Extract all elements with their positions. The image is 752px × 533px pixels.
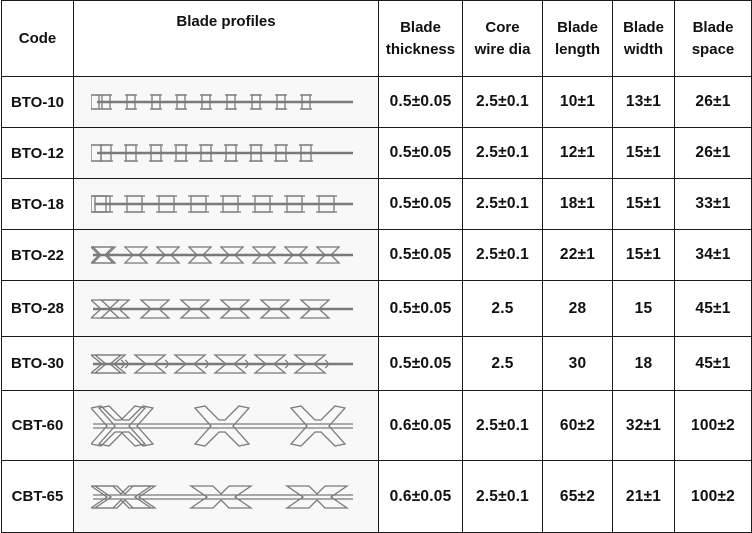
header-blade-space: Blade space bbox=[674, 0, 752, 77]
row-space: 100±2 bbox=[674, 390, 752, 461]
row-width: 15±1 bbox=[612, 127, 675, 179]
row-thickness: 0.5±0.05 bbox=[378, 178, 463, 230]
row-width: 21±1 bbox=[612, 460, 675, 533]
header-width-line1: Blade bbox=[623, 18, 664, 36]
row-width: 15 bbox=[612, 280, 675, 337]
bto10-profile-icon bbox=[73, 76, 379, 128]
row-core-wire-dia: 2.5±0.1 bbox=[462, 127, 543, 179]
header-space-line2: space bbox=[691, 40, 735, 58]
row-code: CBT-60 bbox=[1, 390, 74, 461]
row-thickness: 0.6±0.05 bbox=[378, 390, 463, 461]
table-row: CBT-65 0.6±0.05 2.5±0.1 65±2 21±1 10 bbox=[1, 460, 752, 533]
row-thickness: 0.6±0.05 bbox=[378, 460, 463, 533]
header-width-line2: width bbox=[623, 40, 664, 58]
row-length: 12±1 bbox=[542, 127, 613, 179]
cbt60-profile-icon bbox=[73, 390, 379, 461]
table-row: BTO-10 0.5±0.05 2.5±0.1 10±1 13±1 26±1 bbox=[1, 76, 752, 128]
header-code: Code bbox=[1, 0, 74, 77]
header-core-line1: Core bbox=[485, 18, 520, 36]
row-thickness: 0.5±0.05 bbox=[378, 336, 463, 391]
row-code: BTO-30 bbox=[1, 336, 74, 391]
header-blade-thickness-line2: thickness bbox=[385, 40, 456, 58]
row-width: 13±1 bbox=[612, 76, 675, 128]
bto22-profile-icon bbox=[73, 229, 379, 281]
row-width: 18 bbox=[612, 336, 675, 391]
row-space: 26±1 bbox=[674, 127, 752, 179]
row-width: 32±1 bbox=[612, 390, 675, 461]
header-blade-profiles: Blade profiles bbox=[73, 0, 379, 77]
row-length: 60±2 bbox=[542, 390, 613, 461]
row-length: 22±1 bbox=[542, 229, 613, 281]
row-core-wire-dia: 2.5±0.1 bbox=[462, 229, 543, 281]
row-thickness: 0.5±0.05 bbox=[378, 76, 463, 128]
row-code: BTO-28 bbox=[1, 280, 74, 337]
row-core-wire-dia: 2.5±0.1 bbox=[462, 460, 543, 533]
row-length: 30 bbox=[542, 336, 613, 391]
row-space: 45±1 bbox=[674, 280, 752, 337]
header-blade-thickness: Blade thickness bbox=[378, 0, 463, 77]
row-code: BTO-12 bbox=[1, 127, 74, 179]
row-code: BTO-22 bbox=[1, 229, 74, 281]
row-thickness: 0.5±0.05 bbox=[378, 127, 463, 179]
header-length-line1: Blade bbox=[557, 18, 598, 36]
header-space-line1: Blade bbox=[692, 18, 734, 36]
row-core-wire-dia: 2.5 bbox=[462, 336, 543, 391]
row-core-wire-dia: 2.5±0.1 bbox=[462, 390, 543, 461]
table-row: BTO-18 0.5±0.05 2.5±0.1 18±1 15±1 33±1 bbox=[1, 178, 752, 230]
bto18-profile-icon bbox=[73, 178, 379, 230]
bto28-profile-icon bbox=[73, 280, 379, 337]
row-space: 26±1 bbox=[674, 76, 752, 128]
table-row: BTO-22 0.5±0.05 2.5±0.1 22±1 15±1 34±1 bbox=[1, 229, 752, 281]
header-blade-thickness-line1: Blade bbox=[400, 18, 441, 36]
table-row: CBT-60 0.6±0.05 2.5±0.1 60±2 32±1 10 bbox=[1, 390, 752, 461]
cbt65-profile-icon bbox=[73, 460, 379, 533]
row-space: 45±1 bbox=[674, 336, 752, 391]
header-row: Code Blade profiles Blade thickness Core… bbox=[1, 0, 752, 77]
row-thickness: 0.5±0.05 bbox=[378, 229, 463, 281]
row-space: 33±1 bbox=[674, 178, 752, 230]
row-code: BTO-10 bbox=[1, 76, 74, 128]
row-code: CBT-65 bbox=[1, 460, 74, 533]
bto30-profile-icon bbox=[73, 336, 379, 391]
header-core-wire-dia: Core wire dia bbox=[462, 0, 543, 77]
row-length: 10±1 bbox=[542, 76, 613, 128]
row-space: 34±1 bbox=[674, 229, 752, 281]
row-core-wire-dia: 2.5±0.1 bbox=[462, 178, 543, 230]
row-length: 28 bbox=[542, 280, 613, 337]
row-core-wire-dia: 2.5±0.1 bbox=[462, 76, 543, 128]
header-blade-width: Blade width bbox=[612, 0, 675, 77]
header-length-line2: length bbox=[555, 40, 600, 58]
row-width: 15±1 bbox=[612, 178, 675, 230]
row-code: BTO-18 bbox=[1, 178, 74, 230]
row-space: 100±2 bbox=[674, 460, 752, 533]
row-thickness: 0.5±0.05 bbox=[378, 280, 463, 337]
header-core-line2: wire dia bbox=[474, 40, 531, 58]
header-blade-length: Blade length bbox=[542, 0, 613, 77]
table-row: BTO-30 0.5±0.05 2.5 30 18 45±1 bbox=[1, 336, 752, 391]
table-row: BTO-28 0.5±0.05 2.5 28 15 45±1 bbox=[1, 280, 752, 337]
row-length: 65±2 bbox=[542, 460, 613, 533]
bto12-profile-icon bbox=[73, 127, 379, 179]
row-width: 15±1 bbox=[612, 229, 675, 281]
row-core-wire-dia: 2.5 bbox=[462, 280, 543, 337]
row-length: 18±1 bbox=[542, 178, 613, 230]
table-row: BTO-12 0.5±0.05 2.5±0.1 12±1 15±1 26±1 bbox=[1, 127, 752, 179]
